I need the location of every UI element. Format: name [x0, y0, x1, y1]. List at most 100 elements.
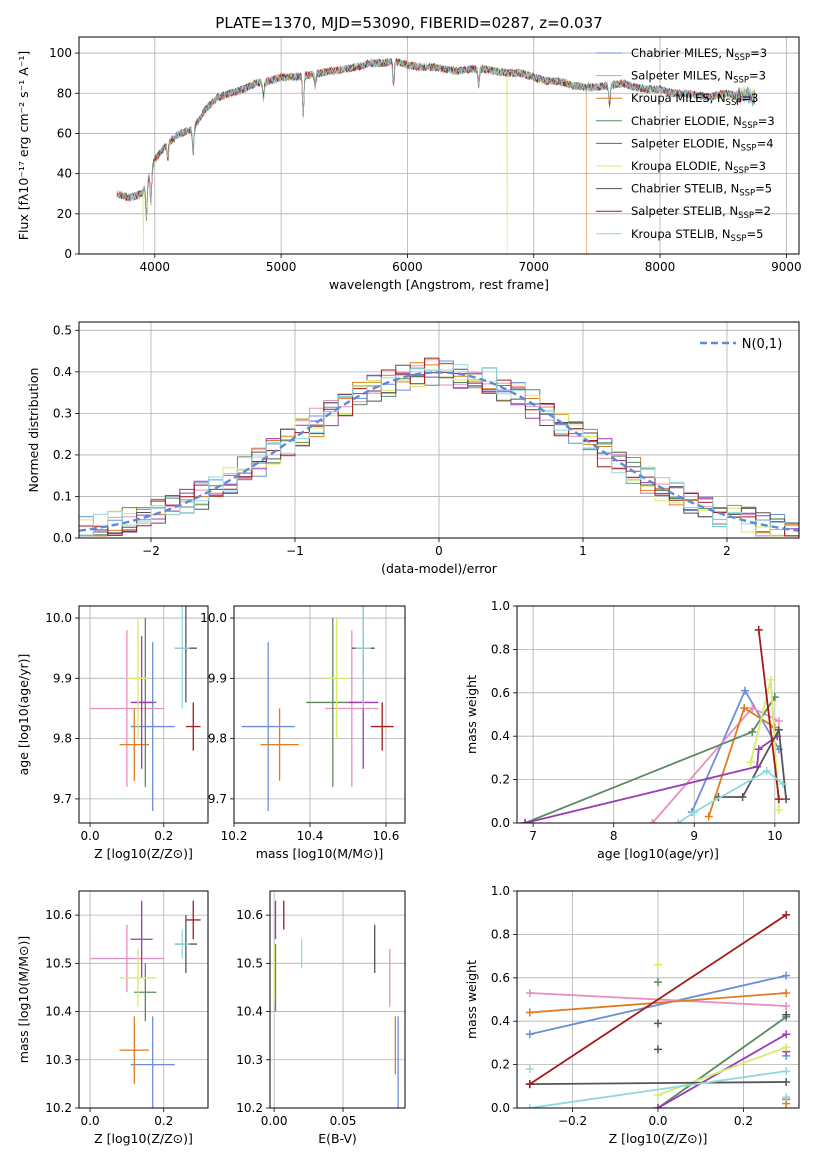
- x-axis-label: E(B-V): [318, 1131, 357, 1146]
- legend-label-0: Chabrier MILES, NSSP=3: [631, 46, 767, 63]
- legend-label-text: Salpeter ELODIE, N: [631, 136, 741, 150]
- weight-marker-7: [525, 1080, 534, 1089]
- weight-line-0: [529, 974, 787, 1036]
- legend-label-1: Salpeter MILES, NSSP=3: [631, 69, 766, 86]
- legend-label-text: Salpeter MILES, N: [631, 69, 733, 83]
- plot-area: [273, 900, 399, 1108]
- y-tick-label: 9.7: [208, 792, 227, 806]
- legend-label-tail: =3: [741, 91, 758, 105]
- legend-label-text: Kroupa MILES, N: [631, 91, 726, 105]
- spectrum-line-2: [116, 57, 588, 254]
- x-tick-label: 10: [767, 829, 782, 843]
- figure-title: PLATE=1370, MJD=53090, FIBERID=0287, z=0…: [215, 14, 602, 32]
- y-axis-label: mass weight: [464, 675, 479, 754]
- legend-label-sub: SSP: [739, 189, 755, 199]
- x-tick-label: 0.05: [330, 1114, 357, 1128]
- weight-line-7: [757, 629, 780, 800]
- legend-label-sub: SSP: [733, 76, 749, 86]
- weight-line-8: [529, 1070, 787, 1108]
- y-tick-label: 0.5: [53, 323, 72, 337]
- weight-marker-2: [525, 1008, 534, 1017]
- y-axis-label: Flux [fλ10⁻¹⁷ erg cm⁻² s⁻¹ A⁻¹]: [16, 51, 31, 240]
- y-tick-label: 1.0: [491, 884, 510, 898]
- weight-marker-6: [782, 1010, 791, 1019]
- weight-marker-0: [782, 971, 791, 980]
- panel-residuals: −2 −1 0 1 2 0.0 0.1 0.2 0.3 0.4 0.5 (data-model)/er…: [26, 321, 800, 576]
- x-tick-label: 0.0: [81, 1114, 100, 1128]
- y-tick-label: 0.0: [491, 816, 510, 830]
- weight-marker-7: [754, 625, 763, 634]
- legend-label-text: Chabrier MILES, N: [631, 46, 734, 60]
- histogram-6: [79, 364, 799, 537]
- y-tick-label: 9.7: [53, 792, 72, 806]
- x-tick-label: 0.0: [648, 1114, 667, 1128]
- y-tick-label: 9.8: [208, 732, 227, 746]
- weight-marker-5: [654, 1090, 662, 1099]
- legend-label-tail: =3: [758, 114, 775, 128]
- y-tick-label: 0.4: [491, 729, 510, 743]
- panel-weight-vs-age: 7 8 9 10 0.0 0.2 0.4 0.6 0.8 1.0 age [log10(age/yr…: [464, 599, 800, 861]
- weight-line-5: [657, 1046, 787, 1096]
- weight-marker-7: [774, 795, 783, 804]
- legend-label-text: Chabrier STELIB, N: [631, 182, 739, 196]
- y-tick-label: 9.9: [53, 671, 72, 685]
- histogram-8: [79, 364, 799, 537]
- weight-marker-4: [521, 819, 530, 823]
- x-tick-label: 5000: [266, 260, 297, 274]
- weight-marker-6: [782, 795, 791, 804]
- x-tick-label: 7000: [518, 260, 549, 274]
- y-tick-label: 10.2: [45, 1101, 72, 1115]
- legend-label-tail: =3: [749, 69, 766, 83]
- y-tick-label: 60: [57, 126, 72, 140]
- y-tick-label: 0: [64, 247, 72, 261]
- weight-marker-4: [754, 745, 763, 754]
- weight-marker-1: [525, 988, 534, 997]
- panel-mass-vs-ebv: 0.00 0.05 10.2 10.3 10.4 10.5 10.6 E(B-V): [236, 890, 406, 1146]
- y-tick-label: 1.0: [491, 599, 510, 613]
- legend-label-text: Kroupa ELODIE, N: [631, 159, 733, 173]
- weight-marker-6: [738, 792, 747, 801]
- y-tick-label: 0.4: [491, 1014, 510, 1028]
- x-axis-label: Z [log10(Z/Z⊙)]: [94, 1131, 193, 1146]
- y-tick-label: 9.8: [53, 732, 72, 746]
- panel-spectrum: 4000 5000 6000 7000 8000 9000 0 20 40 60 80 100 wave…: [16, 36, 802, 292]
- x-axis-label: mass [log10(M/M⊙)]: [256, 846, 384, 861]
- x-tick-label: 2: [723, 544, 731, 558]
- weight-marker-5: [774, 805, 783, 814]
- weight-marker-0: [525, 1030, 534, 1039]
- x-tick-label: 9: [690, 829, 698, 843]
- weight-marker-1: [774, 717, 783, 726]
- x-tick-label: 9000: [771, 260, 802, 274]
- weight-marker-1: [748, 703, 757, 712]
- legend-label-text: Salpeter STELIB, N: [631, 204, 738, 218]
- legend-label-sub: SSP: [742, 121, 758, 131]
- y-tick-label: 100: [49, 46, 72, 60]
- weight-marker-1: [648, 819, 657, 823]
- axes-frame: [78, 605, 209, 824]
- y-axis-label: mass [log10(M/M⊙)]: [16, 936, 31, 1064]
- weight-line-6: [718, 726, 787, 800]
- y-axis-label: age [log10(age/yr)]: [16, 654, 31, 776]
- weight-marker-5: [746, 758, 755, 767]
- panel-age-vs-mass: 10.2 10.4 10.6 9.7 9.8 9.9 10.0 mass [log10(M/M…: [200, 605, 406, 861]
- x-tick-label: 0.2: [154, 1114, 173, 1128]
- weight-line-6: [529, 1081, 787, 1085]
- x-tick-label: 6000: [392, 260, 423, 274]
- weight-marker-5: [766, 675, 775, 684]
- histogram-7: [79, 357, 799, 537]
- weight-marker-4: [654, 1104, 662, 1108]
- legend-label-7: Salpeter STELIB, NSSP=2: [631, 204, 771, 221]
- x-tick-label: 10.2: [221, 829, 248, 843]
- y-tick-label: 10.3: [236, 1053, 263, 1067]
- plot-area: [241, 606, 394, 811]
- weight-marker-2: [782, 988, 791, 997]
- legend-label-sub: SSP: [738, 211, 754, 221]
- x-tick-label: 1: [579, 544, 587, 558]
- axes-frame: [516, 605, 800, 824]
- legend-label-tail: =3: [749, 159, 766, 173]
- legend-label-text: Chabrier ELODIE, N: [631, 114, 742, 128]
- x-tick-label: −0.2: [558, 1114, 587, 1128]
- y-tick-label: 40: [57, 167, 72, 181]
